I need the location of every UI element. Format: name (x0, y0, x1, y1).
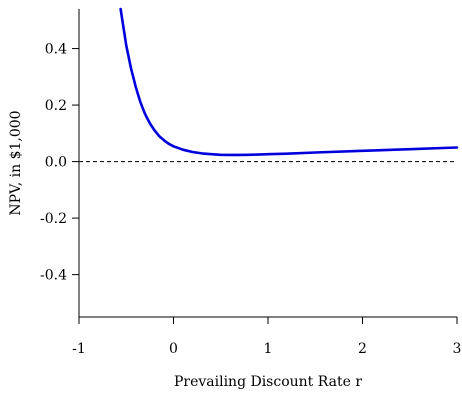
x-tick-label: 2 (358, 341, 367, 357)
series-layer (119, 7, 459, 157)
y-tick-label: -0.4 (40, 268, 67, 284)
y-axis-ticks: -0.4 -0.2 0.0 0.2 0.4 (40, 42, 79, 284)
npv-series-line (119, 7, 459, 157)
y-tick-label: -0.2 (40, 211, 67, 227)
y-axis-title: NPV, in $1,000 (8, 110, 24, 215)
y-tick-label: 0.4 (45, 42, 67, 58)
x-axis-ticks: -1 0 1 2 3 (72, 317, 461, 357)
x-tick-label: 3 (453, 341, 462, 357)
plot-frame (78, 9, 457, 318)
y-tick-label: 0.2 (45, 98, 67, 114)
x-tick-label: 1 (264, 341, 273, 357)
x-axis-title: Prevailing Discount Rate r (174, 374, 362, 390)
x-tick-label: 0 (169, 341, 178, 357)
x-tick-label: -1 (72, 341, 86, 357)
y-tick-label: 0.0 (45, 155, 67, 171)
